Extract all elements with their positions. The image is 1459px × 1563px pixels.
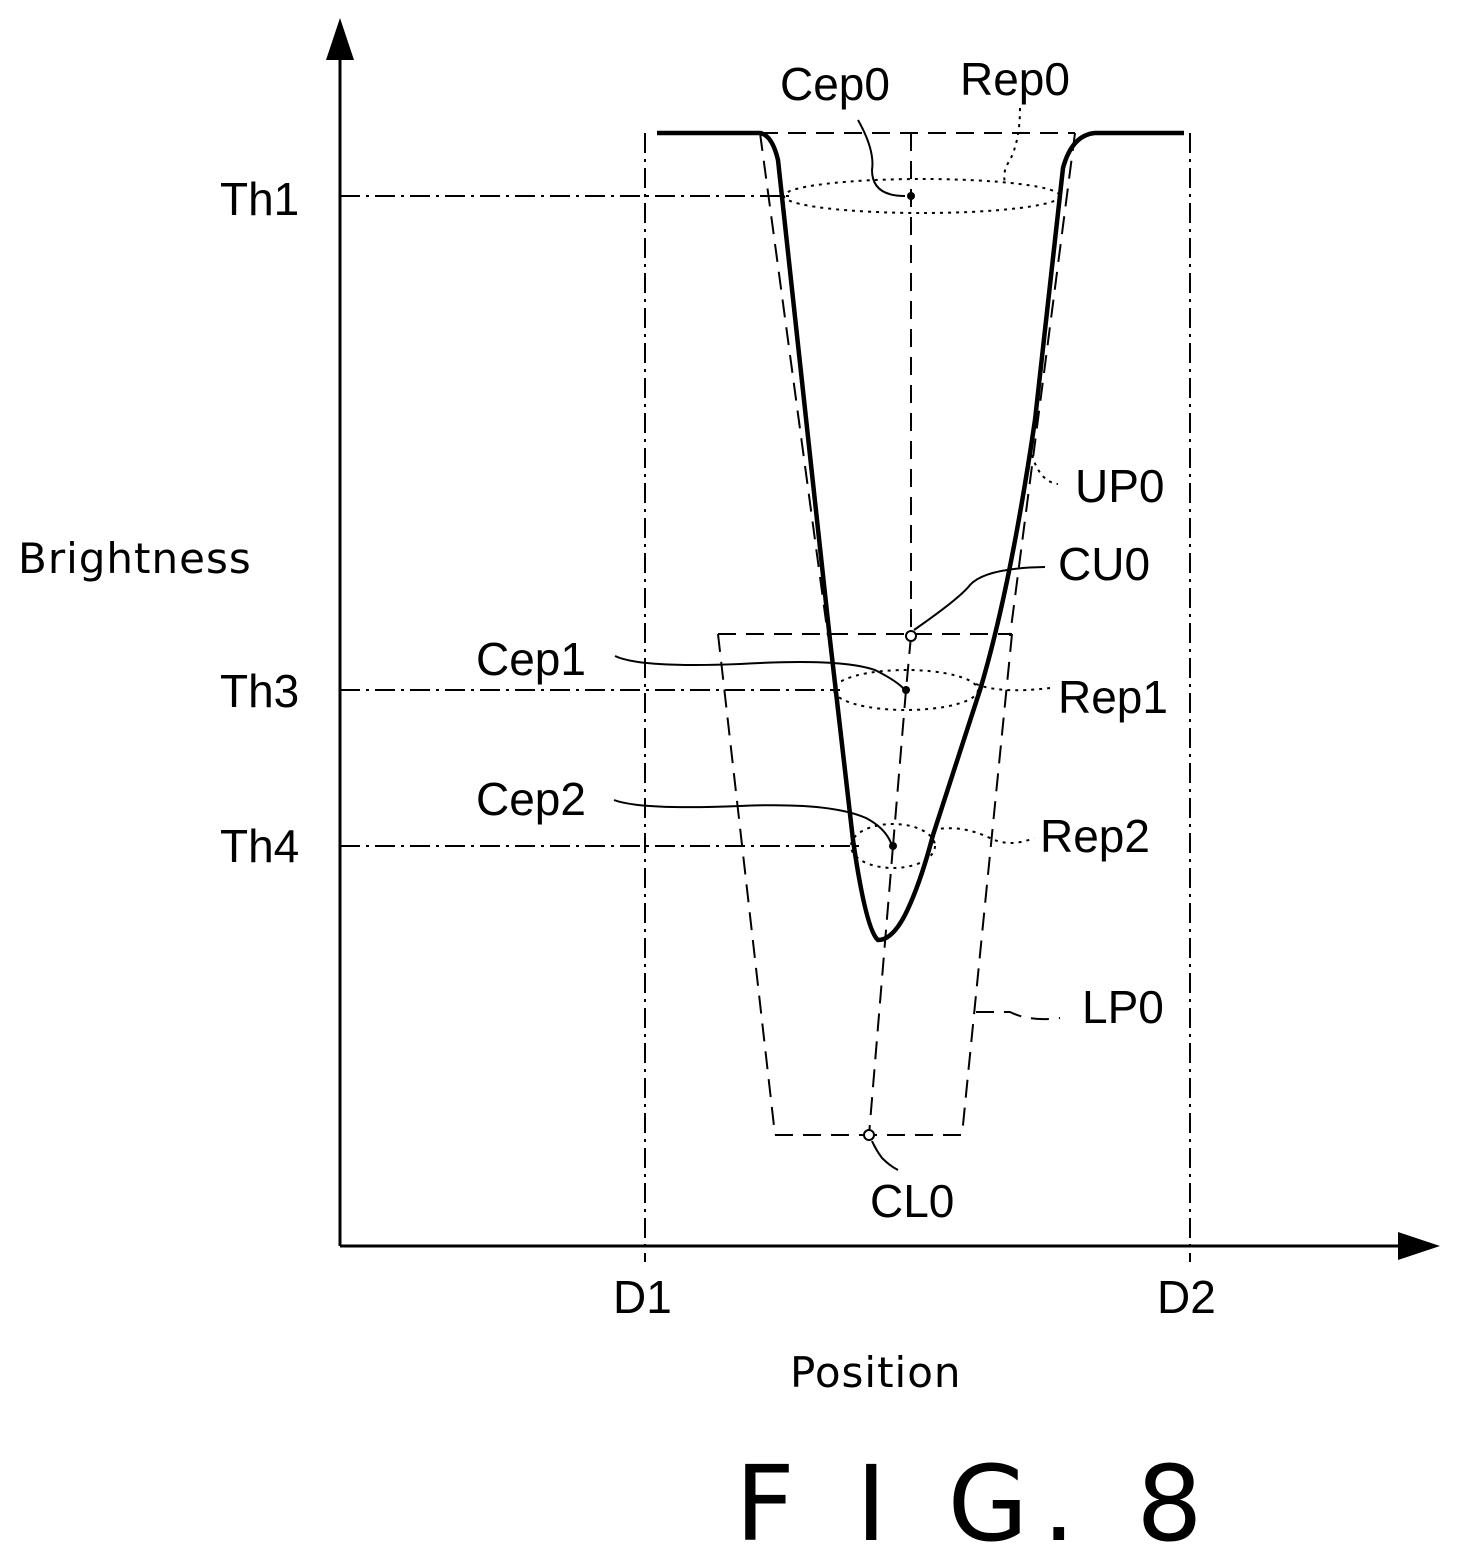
- cep1-label: Cep1: [476, 633, 586, 685]
- rep2-label: Rep2: [1040, 810, 1150, 862]
- up0-leader: [1031, 454, 1059, 485]
- figure-title: F I G. 8: [735, 1443, 1216, 1563]
- cep2-leader: [613, 799, 892, 844]
- upper-profile-up0: [718, 132, 1076, 637]
- d1-label: D1: [613, 1271, 672, 1323]
- cu0-label: CU0: [1058, 538, 1150, 590]
- rep2-ellipse: [850, 823, 936, 869]
- rep0-ellipse: [783, 178, 1061, 214]
- cu0-point: [905, 630, 917, 642]
- x-axis-arrowhead: [1398, 1232, 1440, 1260]
- cep0-point: [907, 192, 915, 200]
- cep2-label: Cep2: [476, 773, 586, 825]
- cep1-point: [902, 686, 910, 694]
- th1-label: Th1: [220, 173, 299, 225]
- cl0-point: [863, 1129, 875, 1141]
- lp0-label: LP0: [1082, 981, 1164, 1033]
- up0-label: UP0: [1075, 460, 1164, 512]
- center-line: [868, 133, 912, 1136]
- cep1-leader: [614, 655, 904, 689]
- lower-profile-lp0: [717, 633, 1013, 1136]
- rep1-leader: [975, 683, 1051, 692]
- lp0-leader: [976, 1011, 1061, 1021]
- axes: [326, 18, 1440, 1260]
- rep2-leader: [932, 827, 1035, 844]
- rep1-label: Rep1: [1058, 671, 1168, 723]
- d2-label: D2: [1157, 1271, 1216, 1323]
- cep0-label: Cep0: [780, 58, 890, 110]
- th3-label: Th3: [220, 665, 299, 717]
- cl0-leader: [871, 1140, 899, 1171]
- cl0-label: CL0: [870, 1175, 954, 1227]
- cep0-leader: [857, 119, 906, 197]
- y-axis-arrowhead: [326, 18, 354, 60]
- cu0-leader: [913, 566, 1046, 631]
- cep2-point: [889, 842, 897, 850]
- brightness-curve: [657, 130, 1184, 943]
- rep0-leader: [1003, 107, 1021, 183]
- th4-label: Th4: [220, 820, 299, 872]
- y-axis-title: Brightness: [18, 534, 252, 583]
- x-axis-title: Position: [790, 1348, 962, 1397]
- rep0-label: Rep0: [960, 53, 1070, 105]
